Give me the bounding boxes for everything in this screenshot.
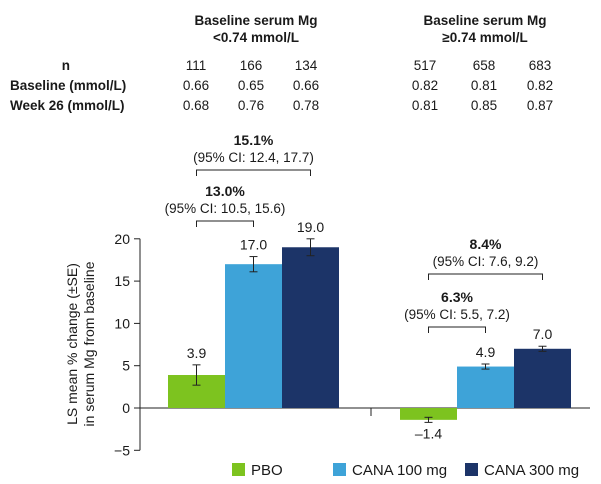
row-label-n: n: [62, 58, 70, 73]
table-cell: 0.65: [238, 78, 264, 93]
comparison-bracket: [196, 169, 311, 176]
bar-value-label: 4.9: [476, 344, 496, 360]
table-cell: 0.78: [293, 98, 319, 113]
table-cell: 0.85: [471, 98, 497, 113]
legend-swatch: [232, 463, 245, 476]
y-axis-label-line1: LS mean % change (±SE): [64, 263, 80, 425]
table-cell: 658: [473, 58, 496, 73]
table-cell: 0.68: [183, 98, 209, 113]
y-tick-label: 15: [114, 273, 130, 289]
table-cell: 0.66: [293, 78, 319, 93]
legend-swatch: [465, 463, 478, 476]
legend-label: CANA 100 mg: [352, 462, 447, 479]
comparison-percent: 8.4%: [470, 236, 502, 252]
bars: 3.9 –1.4 17.0 4.9 19.0 7.0: [168, 219, 571, 441]
bar-value-label: 19.0: [297, 219, 324, 235]
y-tick-label: 20: [114, 231, 130, 247]
comparison-bracket: [428, 273, 543, 280]
table-cell: 134: [295, 58, 318, 73]
table-cell: 517: [414, 58, 437, 73]
table-cell: 0.82: [527, 78, 553, 93]
table-cell: 0.81: [471, 78, 497, 93]
comparison-percent: 6.3%: [441, 289, 473, 305]
group-header-low-line1: Baseline serum Mg: [194, 13, 317, 28]
comparison-ci: (95% CI: 7.6, 9.2): [433, 254, 539, 269]
y-axis-label-line2: in serum Mg from baseline: [81, 261, 97, 426]
row-label-week26: Week 26 (mmol/L): [10, 98, 125, 113]
y-tick-label: 5: [122, 358, 130, 374]
table-cell: 0.87: [527, 98, 553, 113]
bar: [225, 264, 282, 408]
bar-value-label: 17.0: [240, 237, 267, 253]
table-cell: 111: [186, 58, 207, 73]
bar-value-label: 3.9: [187, 345, 207, 361]
table-cell: 0.66: [183, 78, 209, 93]
table-cell: 683: [529, 58, 552, 73]
comparison-ci: (95% CI: 12.4, 17.7): [193, 150, 314, 165]
group-header-high-line2: ≥0.74 mmol/L: [442, 30, 527, 45]
table-cell: 0.81: [412, 98, 438, 113]
bar: [457, 366, 514, 408]
group-header-low-line2: <0.74 mmol/L: [213, 30, 299, 45]
group-header-high-line1: Baseline serum Mg: [423, 13, 546, 28]
row-label-baseline: Baseline (mmol/L): [10, 78, 126, 93]
comparison-ci: (95% CI: 10.5, 15.6): [165, 201, 286, 216]
y-axis: −5 0 5 10 15 20: [114, 231, 590, 458]
comparison-ci: (95% CI: 5.5, 7.2): [404, 307, 510, 322]
legend: PBO CANA 100 mg CANA 300 mg: [232, 462, 579, 479]
bar-value-label: 7.0: [533, 326, 553, 342]
comparison-bracket: [428, 326, 486, 333]
table-cell: 166: [240, 58, 263, 73]
y-tick-label: 10: [114, 315, 130, 331]
legend-label: CANA 300 mg: [484, 462, 579, 479]
bar: [514, 348, 571, 408]
y-tick-label: −5: [114, 442, 130, 458]
comparison-percent: 13.0%: [205, 183, 245, 199]
bar: [400, 408, 457, 420]
comparison-percent: 15.1%: [234, 132, 274, 148]
y-tick-label: 0: [122, 400, 130, 416]
legend-label: PBO: [251, 462, 283, 479]
table-cell: 0.76: [238, 98, 264, 113]
comparison-bracket: [196, 220, 254, 227]
table-cell: 0.82: [412, 78, 438, 93]
bar-value-label: –1.4: [415, 425, 442, 441]
bar: [282, 247, 339, 408]
table-cells: 111 166 134 517 658 683 0.66 0.65 0.66 0.82 0.81 0.…: [183, 58, 553, 113]
comparison-annotations: 15.1% (95% CI: 12.4, 17.7) 13.0% (95% CI: 1…: [165, 132, 543, 333]
legend-swatch: [333, 463, 346, 476]
